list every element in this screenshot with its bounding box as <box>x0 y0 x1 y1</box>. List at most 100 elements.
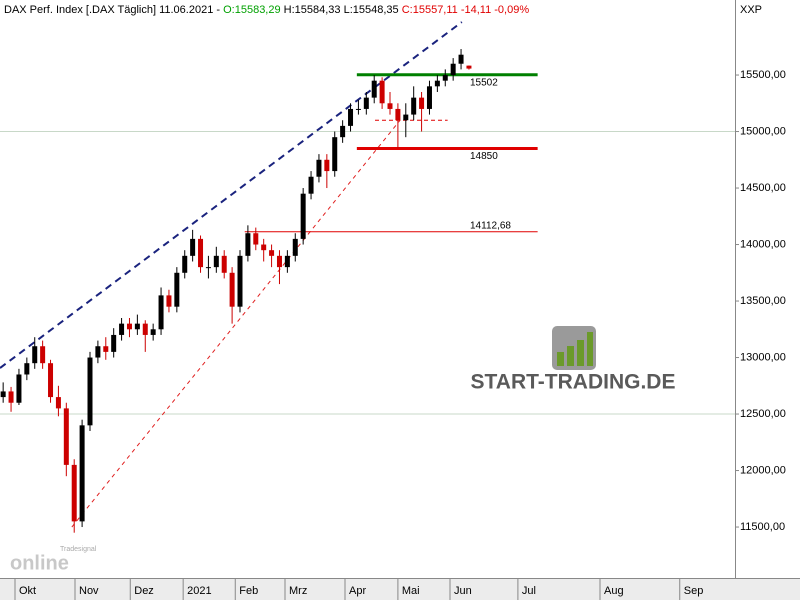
axis-title: XXP <box>740 4 762 16</box>
x-tick-label: Feb <box>239 585 258 597</box>
candle-body <box>237 255 243 307</box>
candle-body <box>458 54 464 64</box>
candle-body <box>71 464 77 522</box>
candle-body <box>158 295 164 330</box>
candle-body <box>284 255 290 268</box>
candle-body <box>355 108 361 110</box>
candle-body <box>48 363 54 398</box>
logo: START-TRADING.DE <box>471 326 676 394</box>
candle-body <box>142 323 148 335</box>
header-part: C:15557,11 -14,11 -0,09% <box>402 4 530 16</box>
candle-body <box>63 408 69 465</box>
candle-body <box>126 323 132 330</box>
candle-body <box>403 114 409 121</box>
candle-body <box>466 65 472 69</box>
candle-body <box>371 80 377 98</box>
candle-body <box>119 323 125 335</box>
y-tick-label: 13500,00 <box>740 295 786 307</box>
header: DAX Perf. Index [.DAX Täglich] 11.06.202… <box>4 4 529 16</box>
candle-body <box>190 238 196 256</box>
candle-body <box>387 103 393 109</box>
x-tick-label: Jul <box>522 585 536 597</box>
header-part: H:15584,33 L:15548,35 <box>281 4 402 16</box>
logo-bar <box>587 332 593 366</box>
candle-body <box>292 238 298 256</box>
candle-body <box>324 159 330 172</box>
candle-body <box>253 233 259 245</box>
candle-body <box>0 391 6 398</box>
x-tick-label: Okt <box>19 585 36 597</box>
candle-body <box>442 75 448 81</box>
logo-bar <box>557 352 564 366</box>
candle-body <box>300 193 306 239</box>
candle-body <box>411 97 417 115</box>
candle-body <box>40 346 46 364</box>
header-part: DAX Perf. Index [.DAX Täglich] 11.06.202… <box>4 4 223 16</box>
x-tick-label: Jun <box>454 585 472 597</box>
candle-body <box>229 272 235 307</box>
candle-body <box>198 238 204 268</box>
candle-body <box>276 255 282 268</box>
y-tick-label: 15000,00 <box>740 125 786 137</box>
trendline <box>0 21 463 369</box>
watermark: START-TRADING.DE <box>471 371 676 394</box>
x-tick-label: Sep <box>684 585 704 597</box>
candle-body <box>24 363 30 375</box>
candle-body <box>379 80 385 104</box>
candle-body <box>182 255 188 273</box>
candle-body <box>419 97 425 109</box>
candle-body <box>395 108 401 121</box>
x-tick-label: Nov <box>79 585 99 597</box>
y-tick-label: 11500,00 <box>740 521 785 533</box>
candle-body <box>205 267 211 269</box>
logo-bar <box>577 340 584 366</box>
candle-body <box>213 255 219 268</box>
candle-body <box>426 86 432 109</box>
level-label: 14850 <box>470 151 498 162</box>
candle-body <box>308 176 314 194</box>
y-tick-label: 14000,00 <box>740 238 786 250</box>
candle-body <box>269 250 275 256</box>
candle-body <box>316 159 322 177</box>
x-tick-label: 2021 <box>187 585 211 597</box>
candle-body <box>8 391 14 403</box>
candle-body <box>348 108 354 126</box>
candle-body <box>111 334 117 352</box>
candle-body <box>450 63 456 76</box>
y-tick-label: 15500,00 <box>740 69 786 81</box>
y-tick-label: 13000,00 <box>740 351 786 363</box>
candle-body <box>434 80 440 87</box>
candle-body <box>340 125 346 138</box>
candle-body <box>332 137 338 172</box>
x-tick-label: Apr <box>349 585 366 597</box>
candle-body <box>245 233 251 256</box>
candle-body <box>95 346 101 358</box>
candle-body <box>16 374 22 403</box>
brand-small: Tradesignal <box>60 546 97 553</box>
y-tick-label: 12000,00 <box>740 464 786 476</box>
level-label: 15502 <box>470 77 498 88</box>
candle-body <box>87 357 93 426</box>
x-tick-label: Mrz <box>289 585 307 597</box>
brand-large: online <box>10 552 69 574</box>
candle-body <box>103 346 109 352</box>
header-part: O:15583,29 <box>223 4 281 16</box>
candle-body <box>150 329 156 335</box>
plot: 15502 14850 14112,68 <box>0 21 735 533</box>
level-label: 14112,68 <box>470 220 511 231</box>
trendline <box>71 119 401 528</box>
y-tick-label: 14500,00 <box>740 182 786 194</box>
candle-body <box>166 295 172 307</box>
candle-body <box>134 323 140 330</box>
candle-body <box>55 397 61 409</box>
x-tick-label: Dez <box>134 585 154 597</box>
y-tick-label: 12500,00 <box>740 408 786 420</box>
candle-body <box>221 255 227 273</box>
logo-bar <box>567 346 574 366</box>
candle-body <box>174 272 180 307</box>
x-tick-label: Aug <box>604 585 624 597</box>
candle-body <box>261 244 267 251</box>
